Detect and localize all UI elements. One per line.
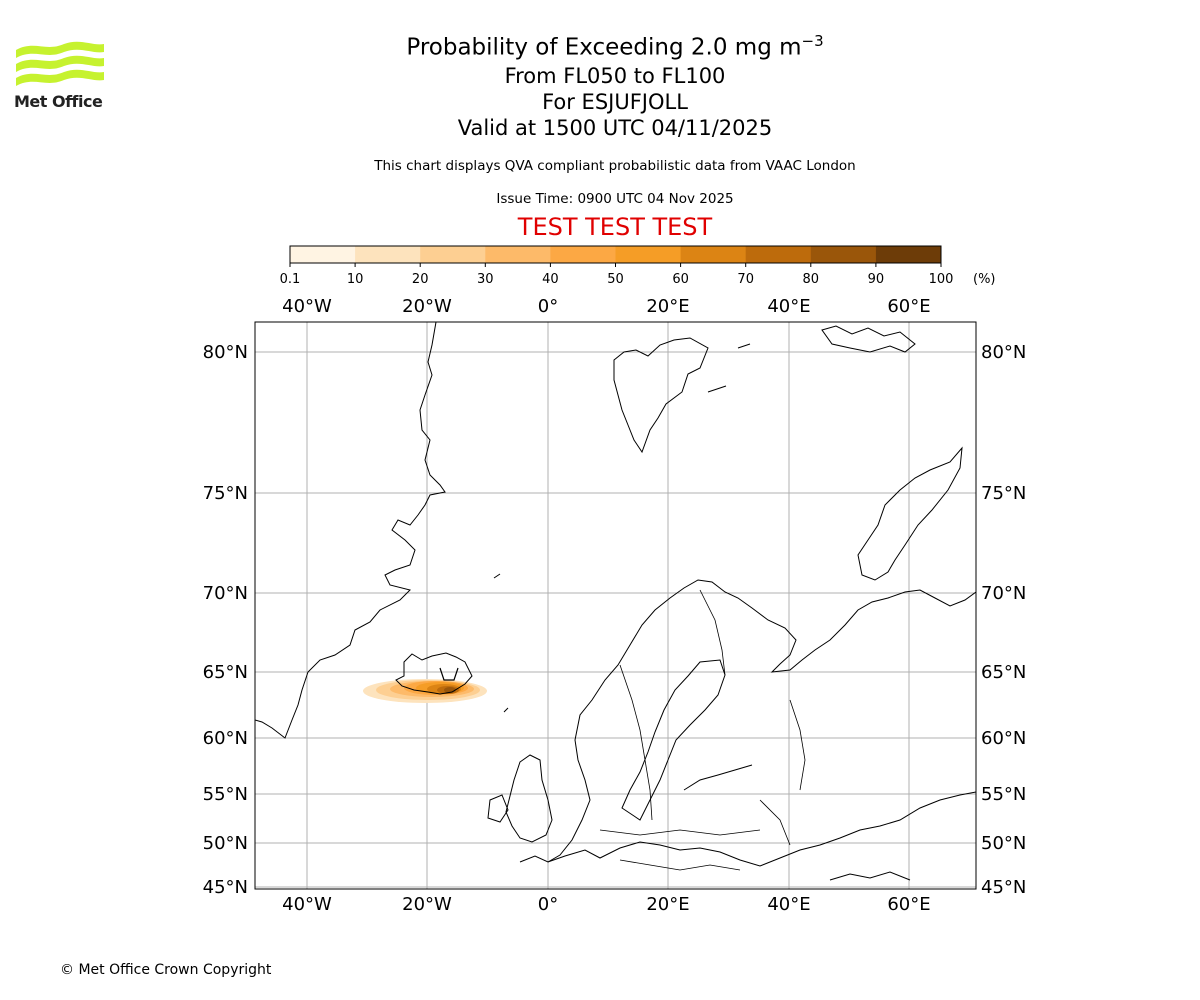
- lon-label-top: 40°E: [767, 296, 810, 317]
- map-frame: [254, 321, 977, 890]
- lon-label-bottom: 60°E: [887, 894, 930, 915]
- copyright: © Met Office Crown Copyright: [60, 962, 272, 978]
- valid-time: Valid at 1500 UTC 04/11/2025: [457, 115, 773, 140]
- lat-label-right: 55°N: [981, 784, 1026, 805]
- colorbar-segment: [355, 246, 421, 263]
- issue-time: Issue Time: 0900 UTC 04 Nov 2025: [496, 191, 734, 207]
- lon-label-top: 0°: [538, 296, 558, 317]
- colorbar-tick-label: 60: [672, 272, 689, 287]
- chart-title: Probability of Exceeding 2.0 mg m−3: [406, 32, 824, 61]
- lat-label-right: 80°N: [981, 342, 1026, 363]
- level-range: From FL050 to FL100: [504, 63, 726, 88]
- lat-label-right: 60°N: [981, 728, 1026, 749]
- lon-label-top: 20°W: [402, 296, 452, 317]
- lon-label-bottom: 0°: [538, 894, 558, 915]
- colorbar-segment: [680, 246, 747, 263]
- colorbar: 0.1 10 20 30 40 50 60 70 80 90 100 (%): [280, 245, 996, 287]
- volcano-name: For ESJUFJOLL: [542, 89, 688, 114]
- lat-label-left: 45°N: [203, 877, 248, 898]
- lon-label-bottom: 40°W: [282, 894, 332, 915]
- ash-probability-plume: [363, 679, 487, 703]
- test-banner: TEST TEST TEST: [517, 213, 713, 241]
- colorbar-tick-label: 40: [542, 272, 559, 287]
- colorbar-tick-label: 0.1: [280, 272, 301, 287]
- lat-label-right: 70°N: [981, 583, 1026, 604]
- lat-label-left: 60°N: [203, 728, 248, 749]
- lat-label-left: 80°N: [203, 342, 248, 363]
- lat-label-left: 50°N: [203, 833, 248, 854]
- chart-title-block: Probability of Exceeding 2.0 mg m−3 From…: [300, 26, 930, 141]
- lat-label-right: 65°N: [981, 662, 1026, 683]
- colorbar-segment: [875, 246, 942, 263]
- lat-label-left: 70°N: [203, 583, 248, 604]
- lat-label-left: 75°N: [203, 483, 248, 504]
- logo-wordmark: Met Office: [14, 92, 103, 111]
- colorbar-segment: [810, 246, 877, 263]
- colorbar-segment: [485, 246, 551, 263]
- colorbar-unit: (%): [973, 272, 996, 287]
- colorbar-tick-label: 20: [412, 272, 429, 287]
- colorbar-tick-label: 90: [868, 272, 885, 287]
- met-office-logo: [16, 41, 104, 86]
- colorbar-segment: [550, 246, 616, 263]
- lon-label-bottom: 20°E: [646, 894, 689, 915]
- lon-label-top: 40°W: [282, 296, 332, 317]
- colorbar-tick-label: 80: [803, 272, 820, 287]
- lat-label-left: 65°N: [203, 662, 248, 683]
- colorbar-tick-label: 70: [737, 272, 754, 287]
- lon-label-bottom: 20°W: [402, 894, 452, 915]
- colorbar-segment: [615, 246, 682, 263]
- lon-label-top: 20°E: [646, 296, 689, 317]
- colorbar-segment: [420, 246, 486, 263]
- colorbar-tick-label: 10: [347, 272, 364, 287]
- lon-label-top: 60°E: [887, 296, 930, 317]
- colorbar-segment: [745, 246, 812, 263]
- lat-label-right: 45°N: [981, 877, 1026, 898]
- lat-label-right: 75°N: [981, 483, 1026, 504]
- country-borders: [599, 589, 806, 871]
- colorbar-tick-label: 30: [477, 272, 494, 287]
- lat-label-right: 50°N: [981, 833, 1026, 854]
- volcano-marker: [439, 667, 459, 681]
- coastlines: [255, 322, 976, 881]
- colorbar-tick-label: 50: [607, 272, 624, 287]
- lat-label-left: 55°N: [203, 784, 248, 805]
- chart-subtitle: This chart displays QVA compliant probab…: [374, 158, 856, 174]
- lon-label-bottom: 40°E: [767, 894, 810, 915]
- gridlines: [255, 322, 976, 889]
- colorbar-tick-label: 100: [929, 272, 954, 287]
- colorbar-segment: [290, 246, 356, 263]
